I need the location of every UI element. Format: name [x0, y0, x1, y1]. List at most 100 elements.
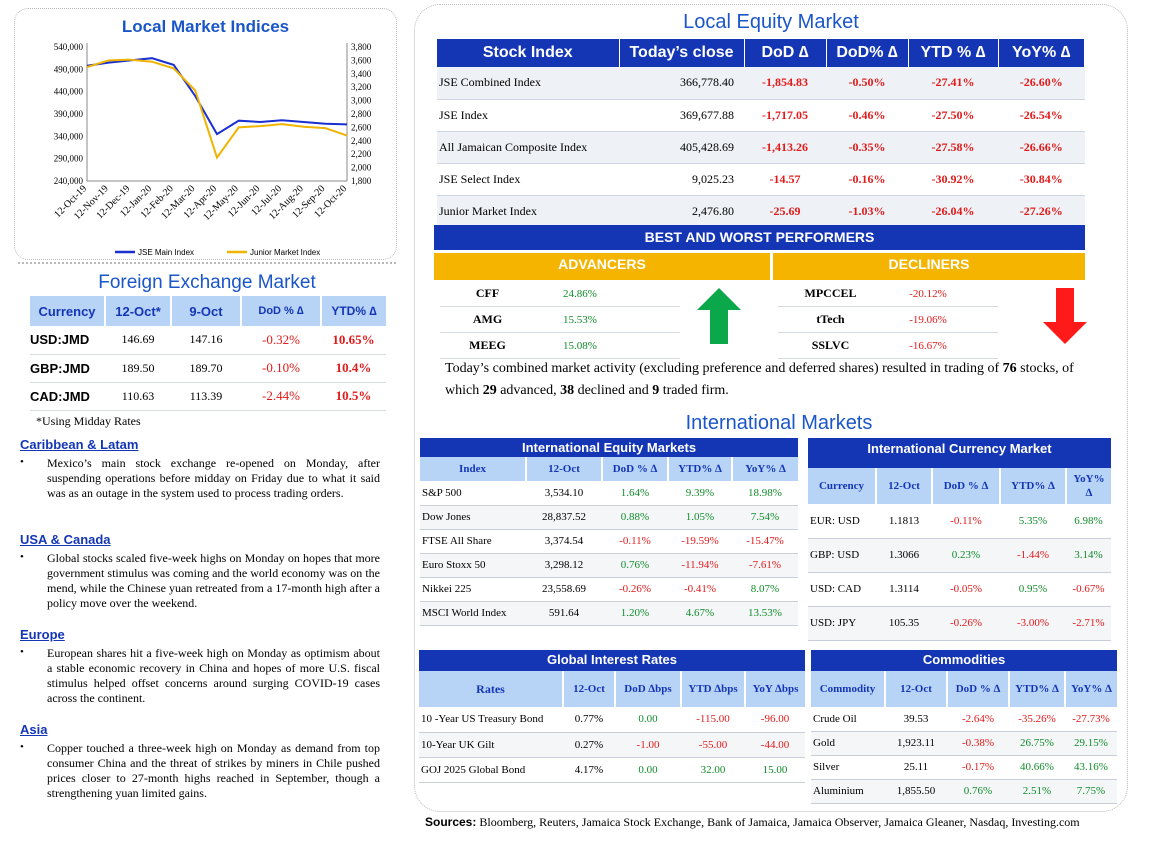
intl-currency-header: YTD% ∆ [1000, 468, 1067, 504]
bullet-icon: • [20, 456, 24, 468]
fx-note: *Using Midday Rates [36, 414, 141, 428]
decliner-percent: -16.67% [909, 339, 947, 352]
intl-equity-header: DoD % ∆ [602, 457, 669, 481]
legend-label-junior: Junior Market Index [250, 248, 320, 257]
advancers-list: CFF 24.86% AMG 15.53% MEEG 15.08% [440, 281, 680, 359]
intl-currency-name: GBP: USD [808, 538, 876, 573]
market-summary: Today’s combined market activity (exclud… [445, 358, 1085, 402]
rates-value: 4.17% [563, 757, 615, 783]
equity-header: Stock Index [437, 39, 620, 67]
intl-currency-row: USD: JPY 105.35 -0.26% -3.00% -2.71% [808, 606, 1111, 641]
fx-currency: CAD:JMD [30, 382, 105, 411]
advancer-symbol: MEEG [469, 338, 506, 352]
intl-equity-name: Euro Stoxx 50 [420, 553, 526, 578]
equity-yoy: -26.66% [998, 131, 1085, 164]
left-axis-tick: 540,000 [54, 42, 84, 52]
news-item: USA & Canada • Global stocks scaled five-w… [20, 532, 380, 611]
series-line [86, 57, 348, 136]
rates-ytd: 32.00 [681, 757, 745, 783]
commodities-value: 25.11 [885, 755, 947, 780]
intl-currency-yoy: -2.71% [1066, 606, 1111, 641]
right-axis-tick: 3,600 [351, 55, 372, 65]
fx-currency: USD:JMD [30, 326, 105, 355]
fx-dod: -2.44% [241, 382, 321, 411]
advancer-row: CFF 24.86% [440, 281, 680, 307]
commodities-ytd: 40.66% [1009, 755, 1065, 780]
fx-table: Currency 12-Oct* 9-Oct DoD % ∆ YTD% ∆ US… [30, 296, 386, 411]
fx-previous: 189.70 [171, 354, 241, 383]
equity-dod-pct: -0.35% [826, 131, 908, 164]
commodities-table: Commodity 12-Oct DoD % ∆ YTD% ∆ YoY% ∆ C… [811, 671, 1117, 804]
fx-ytd: 10.65% [321, 326, 386, 355]
intl-currency-dod: -0.11% [932, 504, 1000, 539]
equity-dod: -14.57 [744, 163, 826, 196]
equity-index-name: JSE Index [437, 99, 619, 132]
commodities-dod: 0.76% [947, 779, 1009, 804]
bullet-icon: • [20, 646, 24, 658]
rates-value: 0.27% [563, 732, 615, 758]
advancer-symbol: CFF [475, 286, 500, 300]
intl-currency-value: 1.1813 [876, 504, 932, 539]
right-axis-tick: 2,800 [351, 109, 372, 119]
fx-row: USD:JMD 146.69 147.16 -0.32% 10.65% [30, 326, 386, 355]
equity-ytd: -27.50% [908, 99, 998, 132]
intl-currency-yoy: -0.67% [1066, 572, 1111, 607]
commodities-name: Aluminium [811, 779, 885, 804]
performers-header: BEST AND WORST PERFORMERS [434, 225, 1085, 250]
bullet-icon: • [20, 741, 24, 753]
equity-dod: -1,717.05 [744, 99, 826, 132]
commodities-name: Silver [811, 755, 885, 780]
equity-row: JSE Index 369,677.88 -1,717.05 -0.46% -27.50… [437, 99, 1085, 132]
commodities-yoy: -27.73% [1065, 707, 1117, 732]
right-axis-tick: 2,600 [351, 122, 372, 132]
news-text: Mexico’s main stock exchange re-opened o… [47, 456, 380, 500]
decliner-symbol: tTech [816, 312, 845, 326]
right-axis-tick: 3,400 [351, 69, 372, 79]
commodities-row: Gold 1,923.11 -0.38% 26.75% 29.15% [811, 731, 1117, 756]
decliner-percent: -19.06% [909, 313, 947, 326]
up-arrow-icon [697, 288, 741, 344]
sources-text: Bloomberg, Reuters, Jamaica Stock Exchan… [476, 815, 1080, 829]
intl-equity-row: FTSE All Share 3,374.54 -0.11% -19.59% -15.4… [420, 529, 798, 554]
intl-equity-yoy: 13.53% [732, 601, 798, 626]
commodities-value: 39.53 [885, 707, 947, 732]
equity-ytd: -26.04% [908, 195, 998, 228]
equity-dod-pct: -0.50% [826, 67, 908, 100]
equity-index-name: All Jamaican Composite Index [437, 131, 619, 164]
rates-table: Rates 12-Oct DoD ∆bps YTD ∆bps YoY ∆bps … [419, 671, 805, 783]
equity-dod-pct: -0.46% [826, 99, 908, 132]
intl-equity-dod: 1.20% [602, 601, 668, 626]
intl-equity-header: Index [420, 457, 527, 481]
news-bullet-item: • Copper touched a three-week high on Mon… [20, 741, 380, 801]
rates-title: Global Interest Rates [419, 650, 805, 671]
summary-text: traded firm. [659, 383, 729, 398]
left-axis-tick: 340,000 [54, 131, 84, 141]
news-bullet-item: • Mexico’s main stock exchange re-opened … [20, 456, 380, 501]
intl-equity-yoy: 18.98% [732, 481, 798, 506]
decliner-row: SSLVC -16.67% [778, 333, 998, 359]
intl-currency-table: Currency 12-Oct DoD % ∆ YTD% ∆ YoY% ∆ EUR… [808, 468, 1111, 641]
commodities-yoy: 43.16% [1065, 755, 1117, 780]
intl-currency-name: USD: CAD [808, 572, 876, 607]
commodities-yoy: 7.75% [1065, 779, 1117, 804]
intl-equity-name: Nikkei 225 [420, 577, 526, 602]
decliner-row: MPCCEL -20.12% [778, 281, 998, 307]
intl-equity-row: S&P 500 3,534.10 1.64% 9.39% 18.98% [420, 481, 798, 506]
news-region-heading: Caribbean & Latam [20, 437, 139, 452]
equity-header: Today’s close [619, 39, 745, 67]
advancer-percent: 15.08% [563, 339, 597, 352]
summary-text: advanced, [496, 383, 561, 398]
decliner-symbol: MPCCEL [804, 286, 857, 300]
summary-declined: 38 [560, 383, 575, 398]
intl-equity-yoy: -15.47% [732, 529, 798, 554]
intl-currency-header: Currency [808, 468, 877, 504]
intl-equity-title: International Equity Markets [420, 438, 798, 457]
fx-today: 110.63 [105, 382, 171, 411]
advancers-label: ADVANCERS [434, 253, 770, 280]
commodities-row: Crude Oil 39.53 -2.64% -35.26% -27.73% [811, 707, 1117, 732]
commodities-header: YoY% ∆ [1065, 671, 1117, 707]
summary-text: declined and [574, 383, 653, 398]
equity-close: 369,677.88 [619, 99, 744, 132]
right-axis-tick: 3,200 [351, 82, 372, 92]
commodities-ytd: -35.26% [1009, 707, 1065, 732]
